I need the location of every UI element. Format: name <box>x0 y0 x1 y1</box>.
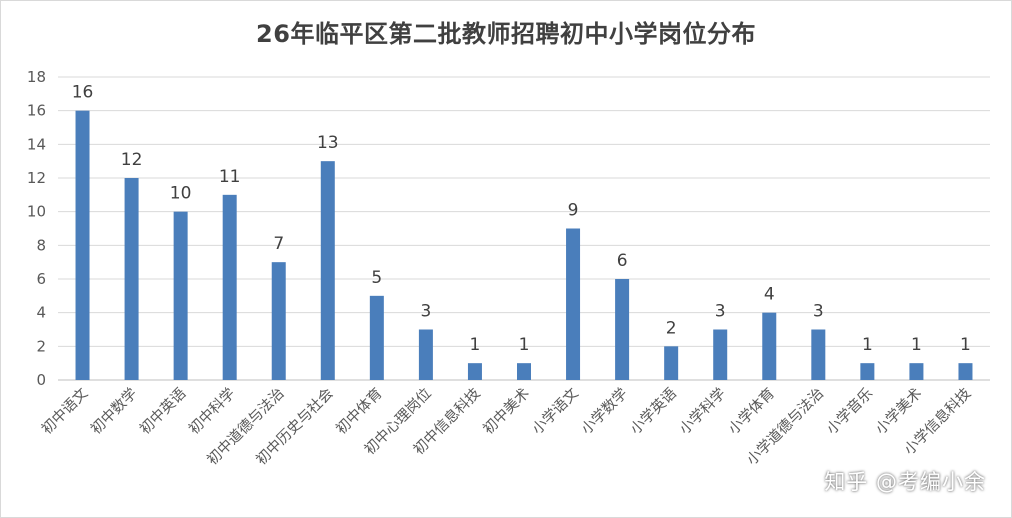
data-label: 16 <box>72 83 94 103</box>
data-label: 3 <box>420 302 431 322</box>
bar <box>222 194 237 380</box>
bar <box>860 363 875 380</box>
bar <box>909 363 924 380</box>
x-tick-label: 初中英语 <box>136 384 190 438</box>
data-label: 10 <box>170 184 192 204</box>
x-tick-label: 小学英语 <box>626 384 680 438</box>
bar <box>467 363 482 380</box>
data-label: 6 <box>617 251 628 271</box>
bar <box>320 161 335 380</box>
data-label: 3 <box>715 302 726 322</box>
bar <box>124 178 139 380</box>
x-tick-label: 小学科学 <box>676 385 729 438</box>
y-tick-label: 2 <box>36 337 46 355</box>
bar <box>418 329 433 380</box>
y-tick-label: 8 <box>36 236 46 254</box>
bar <box>762 312 777 380</box>
y-tick-label: 6 <box>36 270 46 288</box>
chart-title: 26年临平区第二批教师招聘初中小学岗位分布 <box>256 20 756 48</box>
watermark: 知乎 @考编小余 <box>824 470 986 494</box>
x-tick-label: 小学语文 <box>529 384 582 437</box>
data-label: 7 <box>273 234 284 254</box>
bar <box>811 329 826 380</box>
x-tick-label: 初中美术 <box>480 385 533 438</box>
data-label: 1 <box>911 335 922 355</box>
x-tick-label: 小学数学 <box>578 385 631 438</box>
data-label: 13 <box>317 133 339 153</box>
data-label: 11 <box>219 167 241 187</box>
y-tick-label: 0 <box>36 371 46 389</box>
y-tick-label: 16 <box>27 102 46 120</box>
bar <box>173 211 188 380</box>
bar <box>664 346 679 380</box>
bar <box>615 279 630 380</box>
y-tick-label: 4 <box>36 304 46 322</box>
bar <box>271 262 286 380</box>
data-label: 2 <box>666 318 677 338</box>
y-tick-label: 18 <box>27 68 46 86</box>
bar <box>958 363 973 380</box>
y-tick-label: 14 <box>27 135 46 153</box>
x-tick-label: 初中语文 <box>38 384 91 437</box>
x-tick-label: 初中数学 <box>87 385 140 438</box>
bar <box>713 329 728 380</box>
data-label: 1 <box>519 335 530 355</box>
data-label: 1 <box>470 335 481 355</box>
bar <box>517 363 531 380</box>
y-tick-label: 10 <box>27 203 46 221</box>
data-label: 12 <box>121 150 143 170</box>
bar <box>566 228 581 380</box>
y-tick-label: 12 <box>27 169 46 187</box>
data-label: 4 <box>764 285 775 305</box>
x-tick-label: 小学音乐 <box>823 385 876 438</box>
data-label: 3 <box>813 302 824 322</box>
data-label: 1 <box>960 335 971 355</box>
bar <box>75 110 90 381</box>
bar <box>369 295 384 380</box>
data-label: 1 <box>862 335 873 355</box>
data-label: 9 <box>568 201 579 221</box>
data-label: 5 <box>371 268 382 288</box>
